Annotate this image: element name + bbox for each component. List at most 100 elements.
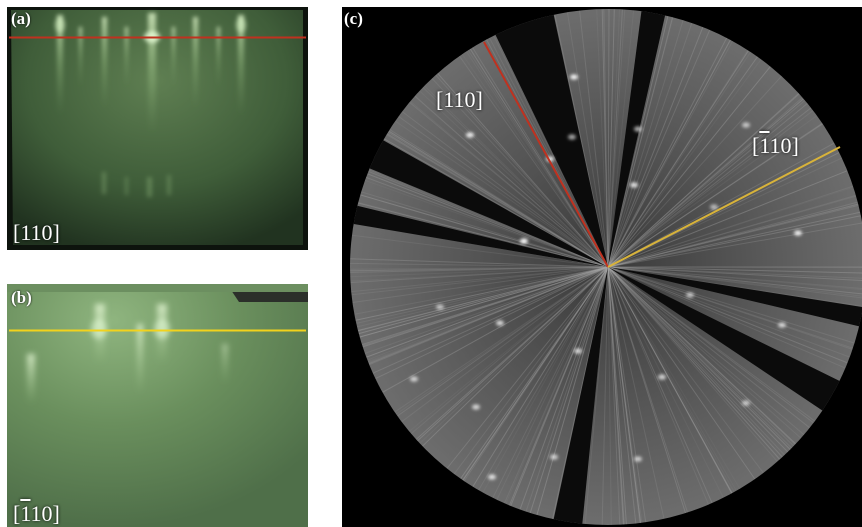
radial-streak [367, 266, 609, 363]
radial-streak [607, 266, 643, 523]
radial-streak [357, 266, 609, 332]
radial-streak [419, 90, 609, 268]
radial-streak [355, 266, 609, 321]
radial-streak [607, 266, 853, 350]
radial-streak [607, 266, 627, 525]
diffraction-spot [472, 404, 480, 410]
radial-streak [408, 266, 609, 432]
radial-streak [607, 266, 686, 514]
diffraction-spot [742, 122, 750, 128]
radial-streak [417, 266, 609, 442]
radial-streak [607, 266, 797, 445]
radial-streak [607, 93, 800, 268]
radial-streak [422, 86, 609, 268]
radial-streak [478, 266, 609, 491]
radial-streak [351, 266, 609, 293]
radial-streak [596, 9, 609, 268]
radial-streak [607, 195, 857, 268]
rheed-pattern-a [7, 7, 308, 250]
radial-streak [383, 138, 609, 268]
radial-streak [496, 266, 609, 501]
radial-streak [603, 9, 609, 268]
radial-streak [510, 266, 609, 507]
direction-label-1bar10-c: [110] [752, 135, 799, 157]
radial-streak [607, 266, 783, 458]
radial-streak [351, 266, 609, 296]
radial-streak [601, 266, 609, 525]
radial-streak [419, 266, 609, 444]
radial-streak [607, 266, 795, 447]
radial-streak [607, 266, 846, 369]
radial-streak [607, 266, 785, 456]
diffraction-spot [630, 182, 638, 188]
radial-streak [607, 266, 862, 282]
radial-streak [607, 75, 782, 268]
radial-streak [394, 120, 609, 268]
diffraction-spot [550, 454, 558, 460]
radial-streak [364, 179, 609, 268]
radial-streak [397, 266, 609, 417]
radial-streak [361, 266, 609, 346]
radial-streak [607, 266, 854, 349]
radial-streak [607, 40, 734, 268]
radial-streak [607, 115, 818, 268]
radial-streak [607, 266, 855, 344]
radial-streak [607, 266, 741, 489]
radial-streak [607, 266, 764, 474]
radial-streak [601, 9, 609, 268]
radial-streak [351, 234, 609, 268]
radial-streak [489, 37, 609, 268]
radial-streak [607, 110, 814, 268]
radial-streak [607, 266, 862, 279]
radial-streak [352, 266, 609, 303]
radial-streak [607, 20, 684, 268]
radial-streak [607, 26, 704, 268]
radial-streak [386, 133, 609, 268]
radial-streak [607, 266, 641, 524]
radial-streak [350, 266, 609, 283]
radial-streak [437, 72, 609, 268]
radial-streak [607, 100, 806, 268]
radial-streak [607, 10, 635, 268]
diffraction-spot [574, 348, 582, 354]
radial-streak [401, 266, 609, 423]
radial-streak [350, 262, 609, 268]
radial-streak [607, 266, 811, 429]
radial-streak [462, 266, 609, 481]
radial-streak [414, 95, 609, 268]
radial-streak [350, 266, 609, 272]
radial-streak [607, 170, 848, 268]
bracket-open: [ [13, 501, 21, 526]
radial-streak [607, 142, 835, 268]
radial-streak [607, 194, 856, 268]
radial-streak [552, 266, 609, 520]
radial-streak [362, 266, 609, 347]
radial-streak [356, 266, 609, 328]
radial-streak [358, 266, 609, 334]
radial-streak [357, 202, 609, 268]
direction-remainder: 10] [30, 501, 60, 526]
radial-streak [607, 37, 728, 268]
diffraction-spot [496, 320, 504, 326]
radial-streak [465, 51, 609, 268]
radial-streak [607, 266, 637, 524]
radial-streak [472, 47, 609, 268]
diffraction-spot [686, 292, 694, 298]
radial-streak [607, 222, 862, 268]
reciprocal-space-panel-c: (c) [110] [110] [342, 7, 862, 527]
radial-streak [366, 266, 609, 358]
radial-streak [414, 95, 609, 268]
direction-label-110-a: [110] [13, 220, 60, 245]
radial-streak [467, 49, 609, 268]
radial-streak [409, 100, 609, 268]
radial-streak [446, 266, 609, 469]
radial-streak [607, 15, 669, 268]
radial-streak [607, 185, 854, 268]
radial-streak [607, 266, 850, 358]
radial-streak [607, 211, 861, 268]
radial-streak [369, 266, 609, 366]
radial-streak [607, 9, 610, 268]
radial-streak [529, 266, 609, 514]
radial-streak [607, 266, 862, 297]
diffraction-spot [658, 374, 666, 380]
